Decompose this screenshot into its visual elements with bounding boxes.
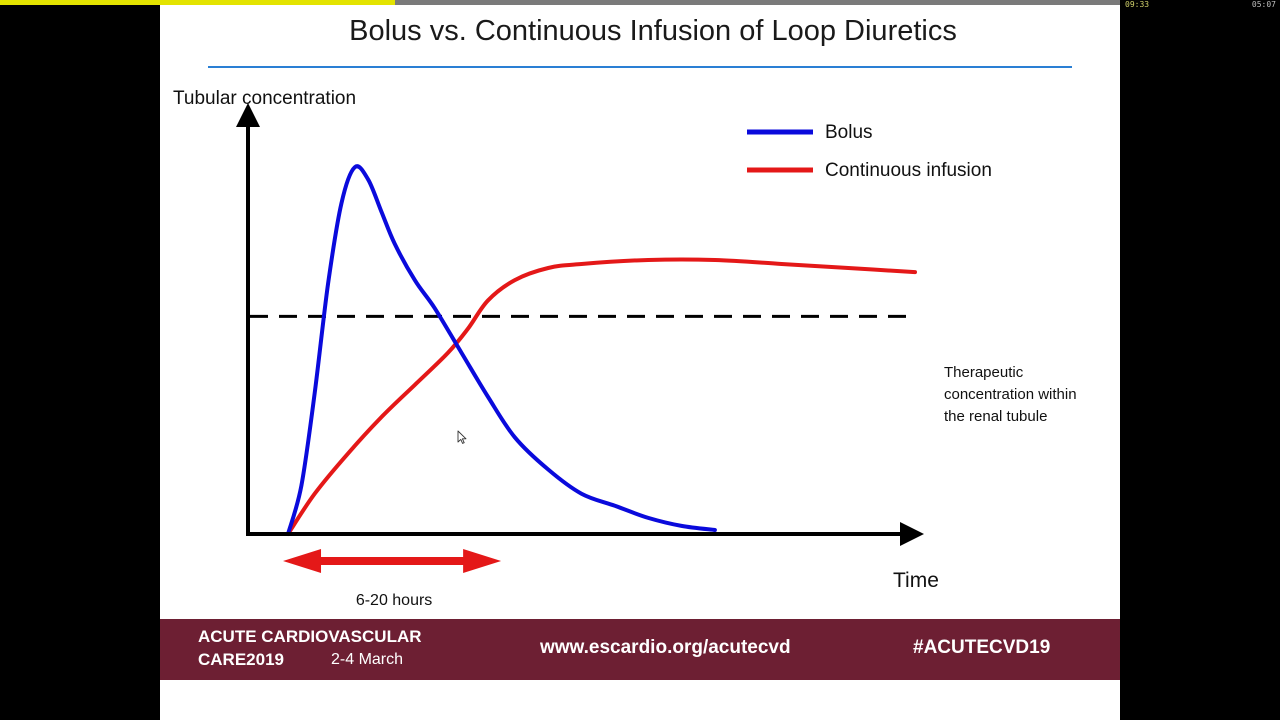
continuous-infusion-series-line xyxy=(286,257,917,536)
mouse-cursor-icon xyxy=(457,430,467,444)
event-dates: 2-4 March xyxy=(331,651,404,668)
legend-label-continuous-infusion: Continuous infusion xyxy=(825,160,992,181)
total-time: 05:07 xyxy=(1251,0,1276,9)
threshold-label-line: Therapeutic xyxy=(944,364,1024,381)
duration-range-arrow xyxy=(283,549,502,573)
bolus-series-line xyxy=(286,164,717,536)
event-name-line2: CARE2019 xyxy=(198,650,284,669)
chart: Tubular concentration Time Bolus Continuo… xyxy=(173,88,1077,609)
title-divider xyxy=(208,66,1072,68)
event-name-line1: ACUTE CARDIOVASCULAR xyxy=(198,627,422,646)
slide-title: Bolus vs. Continuous Infusion of Loop Di… xyxy=(349,15,957,47)
threshold-label: Therapeutic concentration within the renal… xyxy=(944,364,1077,425)
presentation-slide: Bolus vs. Continuous Infusion of Loop Di… xyxy=(160,5,1120,720)
legend-label-bolus: Bolus xyxy=(825,122,873,143)
x-axis-label: Time xyxy=(893,569,939,592)
event-hashtag: #ACUTECVD19 xyxy=(913,637,1051,658)
chart-legend: Bolus Continuous infusion xyxy=(747,122,992,181)
threshold-label-line: concentration within xyxy=(944,386,1077,403)
conference-footer: ACUTE CARDIOVASCULAR CARE2019 2-4 March … xyxy=(160,619,1120,680)
threshold-label-line: the renal tubule xyxy=(944,408,1047,425)
duration-range-label: 6-20 hours xyxy=(356,592,433,609)
elapsed-time: 09:33 xyxy=(1125,0,1150,9)
y-axis-label: Tubular concentration xyxy=(173,88,356,109)
progress-bar-fill xyxy=(0,0,396,5)
event-url: www.escardio.org/acutecvd xyxy=(540,637,791,658)
progress-bar[interactable] xyxy=(0,0,1120,5)
